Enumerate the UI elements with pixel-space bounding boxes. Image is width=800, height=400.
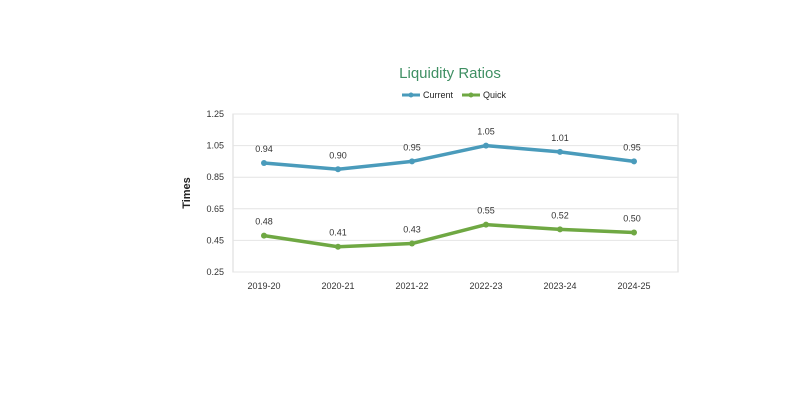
data-label-current: 0.90 (329, 150, 347, 160)
x-tick-label: 2020-21 (321, 281, 354, 291)
series: 0.94 0.90 0.95 1.05 1.01 0.95 0.48 0.41 0.43 0.55… (255, 127, 641, 250)
legend: Current Quick (402, 90, 507, 100)
data-label-quick: 0.50 (623, 214, 641, 224)
legend-label-quick: Quick (483, 90, 507, 100)
y-tick-label: 0.65 (206, 204, 224, 214)
data-label-quick: 0.41 (329, 228, 347, 238)
data-point-current (631, 158, 637, 165)
legend-marker-current (408, 92, 414, 98)
data-point-quick (261, 232, 267, 239)
data-point-current (335, 166, 341, 173)
data-point-current (557, 148, 563, 155)
data-label-quick: 0.48 (255, 217, 273, 227)
y-tick-label: 0.25 (206, 267, 224, 277)
legend-marker-quick (468, 92, 474, 98)
data-point-quick (483, 221, 489, 228)
y-tick-label: 0.85 (206, 172, 224, 182)
data-point-quick (631, 229, 637, 236)
gridlines (233, 113, 678, 273)
x-tick-label: 2021-22 (395, 281, 428, 291)
x-tick-label: 2024-25 (617, 281, 650, 291)
y-axis-label: Times (181, 177, 193, 209)
data-label-quick: 0.52 (551, 210, 569, 220)
data-point-quick (409, 240, 415, 247)
series-line-quick (262, 222, 636, 249)
data-point-quick (335, 243, 341, 250)
x-tick-label: 2019-20 (247, 281, 280, 291)
data-label-current: 0.95 (403, 142, 421, 152)
legend-label-current: Current (423, 90, 454, 100)
data-label-quick: 0.55 (477, 206, 495, 216)
data-label-quick: 0.43 (403, 225, 421, 235)
chart-title: Liquidity Ratios (399, 65, 501, 82)
y-tick-label: 0.45 (206, 235, 224, 245)
x-axis-ticks: 2019-20 2020-21 2021-22 2022-23 2023-24 2024-… (247, 281, 650, 291)
y-tick-label: 1.25 (206, 109, 224, 119)
y-tick-label: 1.05 (206, 141, 224, 151)
data-label-current: 0.95 (623, 142, 641, 152)
y-axis-ticks: 1.25 1.05 0.85 0.65 0.45 0.25 (206, 109, 224, 277)
plot-area (232, 113, 679, 273)
data-label-current: 0.94 (255, 144, 273, 154)
data-point-quick (557, 226, 563, 233)
data-label-current: 1.01 (551, 133, 569, 143)
series-line-current (262, 143, 636, 172)
data-point-current (409, 158, 415, 165)
data-point-current (483, 142, 489, 149)
data-point-current (261, 159, 267, 166)
x-tick-label: 2022-23 (469, 281, 502, 291)
x-tick-label: 2023-24 (543, 281, 576, 291)
data-label-current: 1.05 (477, 127, 495, 137)
